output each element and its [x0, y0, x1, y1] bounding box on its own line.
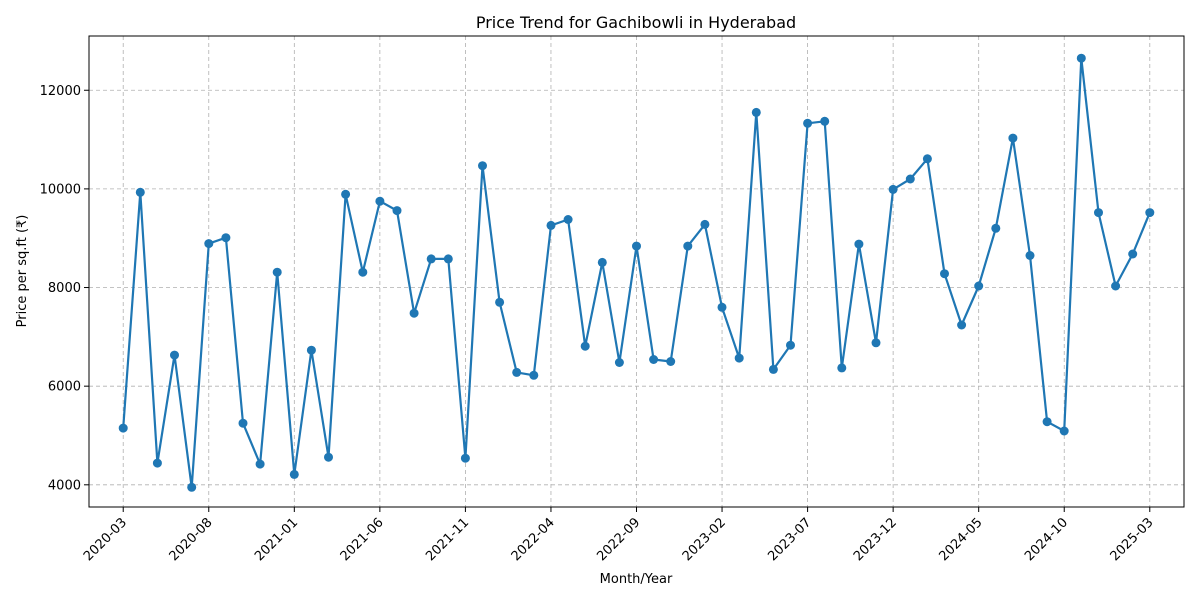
- x-tick-label: 2020-03: [81, 515, 130, 564]
- data-point: [768, 364, 778, 374]
- data-point: [409, 308, 419, 318]
- data-point: [922, 154, 932, 164]
- data-point: [289, 469, 299, 479]
- data-point: [820, 116, 830, 126]
- data-point: [272, 267, 282, 277]
- data-point: [717, 302, 727, 312]
- x-tick-label: 2023-07: [765, 515, 814, 564]
- y-tick-label: 8000: [48, 281, 81, 296]
- data-point: [495, 297, 505, 307]
- data-point: [666, 357, 676, 366]
- data-point: [118, 423, 128, 433]
- chart-title: Price Trend for Gachibowli in Hyderabad: [476, 13, 796, 32]
- data-point: [392, 206, 402, 216]
- data-point: [974, 281, 984, 291]
- data-point: [940, 269, 949, 279]
- x-tick-label: 2025-03: [1108, 515, 1157, 564]
- data-point: [306, 345, 316, 355]
- data-point: [375, 196, 385, 206]
- data-point: [632, 241, 641, 251]
- data-point: [341, 189, 351, 199]
- data-point: [1128, 249, 1138, 259]
- grid: [89, 36, 1184, 507]
- y-tick-label: 12000: [40, 84, 81, 99]
- data-point: [1076, 53, 1086, 63]
- data-point: [1059, 426, 1069, 436]
- data-point: [324, 452, 333, 462]
- data-point: [1008, 133, 1018, 143]
- data-point: [751, 107, 761, 117]
- x-ticks: 2020-03 2020-08 2021-01 2021-06 2021-11 2022-…: [81, 507, 1157, 564]
- data-point: [512, 367, 522, 377]
- y-tick-label: 4000: [48, 478, 81, 493]
- x-tick-label: 2021-11: [423, 515, 472, 564]
- data-point: [1145, 208, 1155, 218]
- data-point: [443, 254, 453, 264]
- data-point: [888, 184, 898, 194]
- data-point: [905, 174, 915, 184]
- data-point: [991, 223, 1001, 233]
- data-point: [700, 219, 710, 229]
- data-point: [854, 239, 864, 249]
- x-tick-label: 2023-12: [851, 515, 900, 564]
- data-point: [238, 418, 248, 428]
- x-tick-label: 2023-02: [680, 515, 729, 564]
- data-point: [1042, 417, 1052, 427]
- data-point: [734, 353, 744, 363]
- data-point: [255, 459, 265, 469]
- data-point: [837, 363, 847, 373]
- data-point: [597, 257, 607, 267]
- x-tick-label: 2022-09: [594, 515, 643, 564]
- data-point: [1111, 281, 1121, 291]
- x-tick-label: 2020-08: [167, 515, 216, 564]
- data-point: [170, 350, 179, 360]
- data-point: [563, 215, 573, 224]
- data-point: [478, 161, 487, 171]
- data-point: [683, 241, 693, 251]
- series-points: [118, 53, 1155, 492]
- y-tick-label: 6000: [48, 380, 81, 395]
- y-tick-label: 10000: [40, 182, 81, 197]
- data-point: [135, 187, 145, 197]
- data-point: [460, 453, 470, 463]
- data-point: [221, 233, 231, 243]
- data-point: [426, 254, 436, 264]
- y-ticks: 4000 6000 8000 10000 12000: [40, 84, 89, 493]
- y-axis-label: Price per sq.ft (₹): [15, 215, 30, 328]
- data-point: [786, 340, 795, 350]
- data-point: [1025, 251, 1035, 260]
- data-point: [957, 320, 967, 330]
- data-point: [871, 338, 881, 348]
- x-tick-label: 2024-05: [936, 515, 985, 564]
- data-point: [204, 239, 214, 249]
- data-point: [649, 355, 659, 364]
- x-tick-label: 2021-01: [252, 515, 301, 564]
- x-tick-label: 2022-04: [509, 515, 558, 564]
- data-point: [1094, 208, 1103, 218]
- data-point: [614, 358, 624, 367]
- data-point: [152, 458, 162, 468]
- data-point: [580, 341, 590, 351]
- data-point: [358, 267, 368, 277]
- data-point: [803, 118, 813, 128]
- x-axis-label: Month/Year: [600, 572, 673, 587]
- data-point: [529, 370, 539, 380]
- x-tick-label: 2021-06: [338, 515, 387, 564]
- x-tick-label: 2024-10: [1022, 515, 1071, 564]
- data-point: [546, 220, 556, 230]
- data-point: [187, 482, 197, 492]
